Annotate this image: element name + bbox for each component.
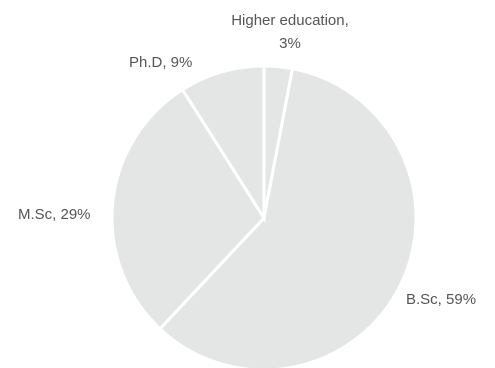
pie-slice-b-sc (157, 66, 418, 368)
slice-label-m-sc: M.Sc, 29% (18, 206, 91, 223)
slice-label-ph-d: Ph.D, 9% (129, 54, 192, 71)
slice-label-line: 3% (279, 35, 301, 52)
pie-labels: Higher education, 3% B.Sc, 59% M.Sc, 29% Ph.… (18, 12, 476, 308)
pie-slice-m-sc (110, 87, 266, 331)
pie-slice-ph-d (180, 64, 266, 224)
slice-label-line: Ph.D, 9% (129, 54, 192, 71)
pie-slices (110, 64, 418, 368)
slice-label-line: Higher education, (231, 12, 349, 29)
slice-label-b-sc: B.Sc, 59% (406, 291, 476, 308)
slice-label-line: B.Sc, 59% (406, 291, 476, 308)
slice-label-higher-education: Higher education, 3% (231, 12, 349, 52)
slice-label-line: M.Sc, 29% (18, 206, 91, 223)
